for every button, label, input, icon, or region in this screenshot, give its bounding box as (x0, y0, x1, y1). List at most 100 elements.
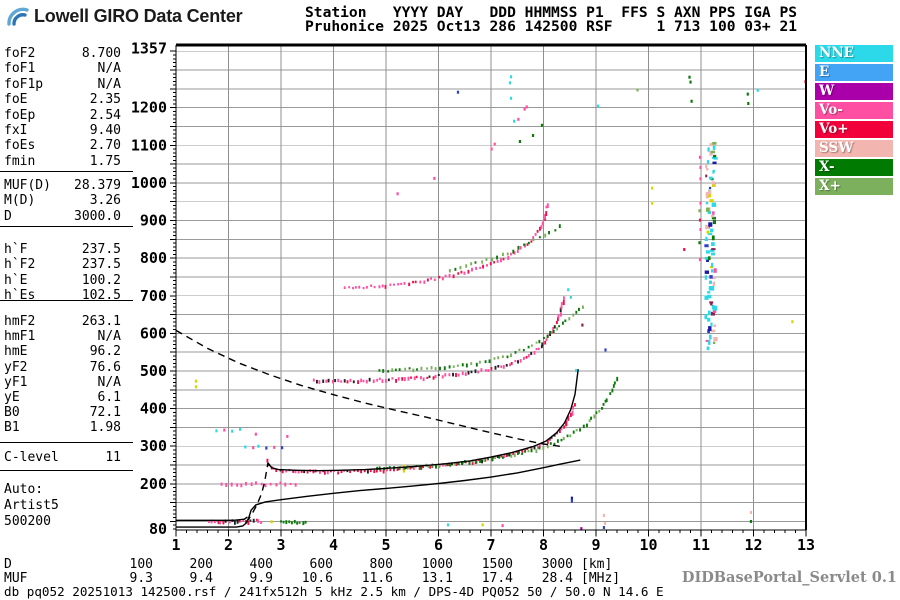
y-axis-tick-label: 500 (140, 362, 167, 380)
curve-transmission-curve (175, 329, 562, 448)
param-row-ye: yE 6.1 (4, 390, 121, 405)
y-axis-tick-label: 900 (140, 212, 167, 230)
param-row-yf1: yF1 N/A (4, 375, 121, 390)
plot-grid (176, 45, 806, 530)
footer-row-value: 400 (249, 557, 273, 572)
y-axis-tick-label: 700 (140, 287, 167, 305)
param-row-clevel: C-level 11 (4, 450, 121, 465)
x-axis-tick-label: 2 (224, 536, 233, 554)
autoscaling-line: Auto: (4, 482, 44, 497)
x-axis-tick-label: 11 (692, 536, 710, 554)
servlet-version: DIDBasePortal_Servlet 0.1 (681, 569, 897, 586)
y-axis-tick-label: 80 (149, 520, 167, 538)
y-axis-tick-label: 1000 (131, 174, 167, 192)
legend-item-vo: Vo- (815, 102, 893, 119)
legend-item-vo: Vo+ (815, 121, 893, 138)
param-value: 96.2 (89, 344, 121, 360)
footer-row-value: 9.9 (249, 570, 273, 586)
param-value: 2.54 (89, 107, 121, 123)
param-label: foEp (4, 107, 36, 123)
param-value: 102.5 (81, 288, 121, 304)
param-label: B0 (4, 405, 20, 421)
param-value: 2.70 (89, 138, 121, 154)
param-label: yF2 (4, 359, 28, 375)
param-row-he: h`E 100.2 (4, 273, 121, 288)
footer-row-value: 600 (309, 557, 333, 572)
param-label: hmF2 (4, 314, 36, 329)
scatter-echoes (194, 75, 807, 531)
param-value: 100.2 (81, 272, 121, 288)
param-label: h`F2 (4, 257, 36, 273)
trace-f-3hop-o (343, 203, 549, 290)
x-axis-tick-label: 7 (486, 536, 495, 554)
station-values-row: Pruhonice 2025 Oct13 286 142500 RSF 1 71… (305, 18, 798, 35)
param-label: B1 (4, 420, 20, 436)
curve-f-trace-fit (267, 369, 579, 472)
legend-item-w: W (815, 83, 893, 100)
footer-row-value: 9.3 (129, 570, 153, 586)
autoscaling-line: 500200 (4, 514, 51, 529)
footer-row-label: MUF (4, 570, 28, 586)
footer-row-value: 11.6 (361, 570, 393, 586)
param-row-fof2: foF2 8.700 (4, 46, 121, 61)
param-label: yF1 (4, 374, 28, 390)
param-label: yE (4, 390, 20, 405)
param-row-b1: B1 1.98 (4, 420, 121, 435)
status-line: db pq052 20251013 142500.rsf / 241fx512h… (4, 584, 664, 599)
footer-row-value: 200 (189, 557, 213, 572)
param-row-hes: h`Es 102.5 (4, 288, 121, 303)
param-value: N/A (97, 374, 121, 390)
param-row-hmf1: hmF1 N/A (4, 329, 121, 344)
x-axis-tick-label: 5 (381, 536, 390, 554)
param-row-hme: hmE 96.2 (4, 344, 121, 359)
param-value: N/A (97, 329, 121, 345)
legend-item-nne: NNE (815, 45, 893, 62)
param-label: MUF(D) (4, 178, 51, 193)
param-value: 76.6 (89, 359, 121, 375)
footer-row-value: 800 (369, 557, 393, 572)
param-value: N/A (97, 76, 121, 92)
x-axis-tick-label: 1 (171, 536, 180, 554)
noise-band-RFI-stripe (704, 141, 718, 351)
legend-item-x: X+ (815, 178, 893, 195)
logo-text: Lowell GIRO Data Center (34, 5, 243, 26)
param-value: 2.35 (89, 92, 121, 108)
param-value: 9.40 (89, 123, 121, 138)
param-value: 72.1 (89, 405, 121, 421)
param-row-md: M(D) 3.26 (4, 193, 121, 208)
param-label: foF1p (4, 76, 44, 92)
trace-es-2nd-reflection (220, 481, 297, 488)
x-axis-tick-label: 13 (797, 536, 815, 554)
param-row-hf2: h`F2 237.5 (4, 257, 121, 272)
param-value: 6.1 (97, 390, 121, 405)
param-label: foE (4, 92, 28, 108)
footer-row-label: D (4, 557, 12, 572)
param-label: foEs (4, 138, 36, 154)
logo: Lowell GIRO Data Center (6, 4, 243, 28)
y-axis-tick-label: 1200 (131, 99, 167, 117)
param-row-foep: foEp 2.54 (4, 108, 121, 123)
param-value: 1.75 (89, 153, 121, 169)
y-axis-tick-label: 400 (140, 400, 167, 418)
panel-separator (0, 171, 133, 172)
footer-row-value: 1500 (481, 557, 513, 572)
param-label: foF1 (4, 61, 36, 77)
panel-separator (0, 470, 133, 471)
panel-separator (0, 226, 133, 227)
footer-row-value: 17.4 (481, 570, 513, 586)
trace-f-2hop-x (378, 305, 584, 373)
param-label: fmin (4, 153, 36, 169)
param-value: 28.379 (74, 178, 121, 193)
x-axis-tick-label: 12 (744, 536, 762, 554)
param-value: N/A (97, 61, 121, 77)
legend-item-e: E (815, 64, 893, 81)
y-axis-tick-label: 1100 (131, 136, 167, 154)
param-row-fmin: fmin 1.75 (4, 154, 121, 169)
param-value: 3.26 (89, 193, 121, 209)
param-row-fof1: foF1 N/A (4, 61, 121, 76)
trace-f-1hop-o (266, 403, 576, 475)
param-label: hmF1 (4, 329, 36, 345)
param-row-b0: B0 72.1 (4, 405, 121, 420)
panel-separator (0, 442, 133, 443)
